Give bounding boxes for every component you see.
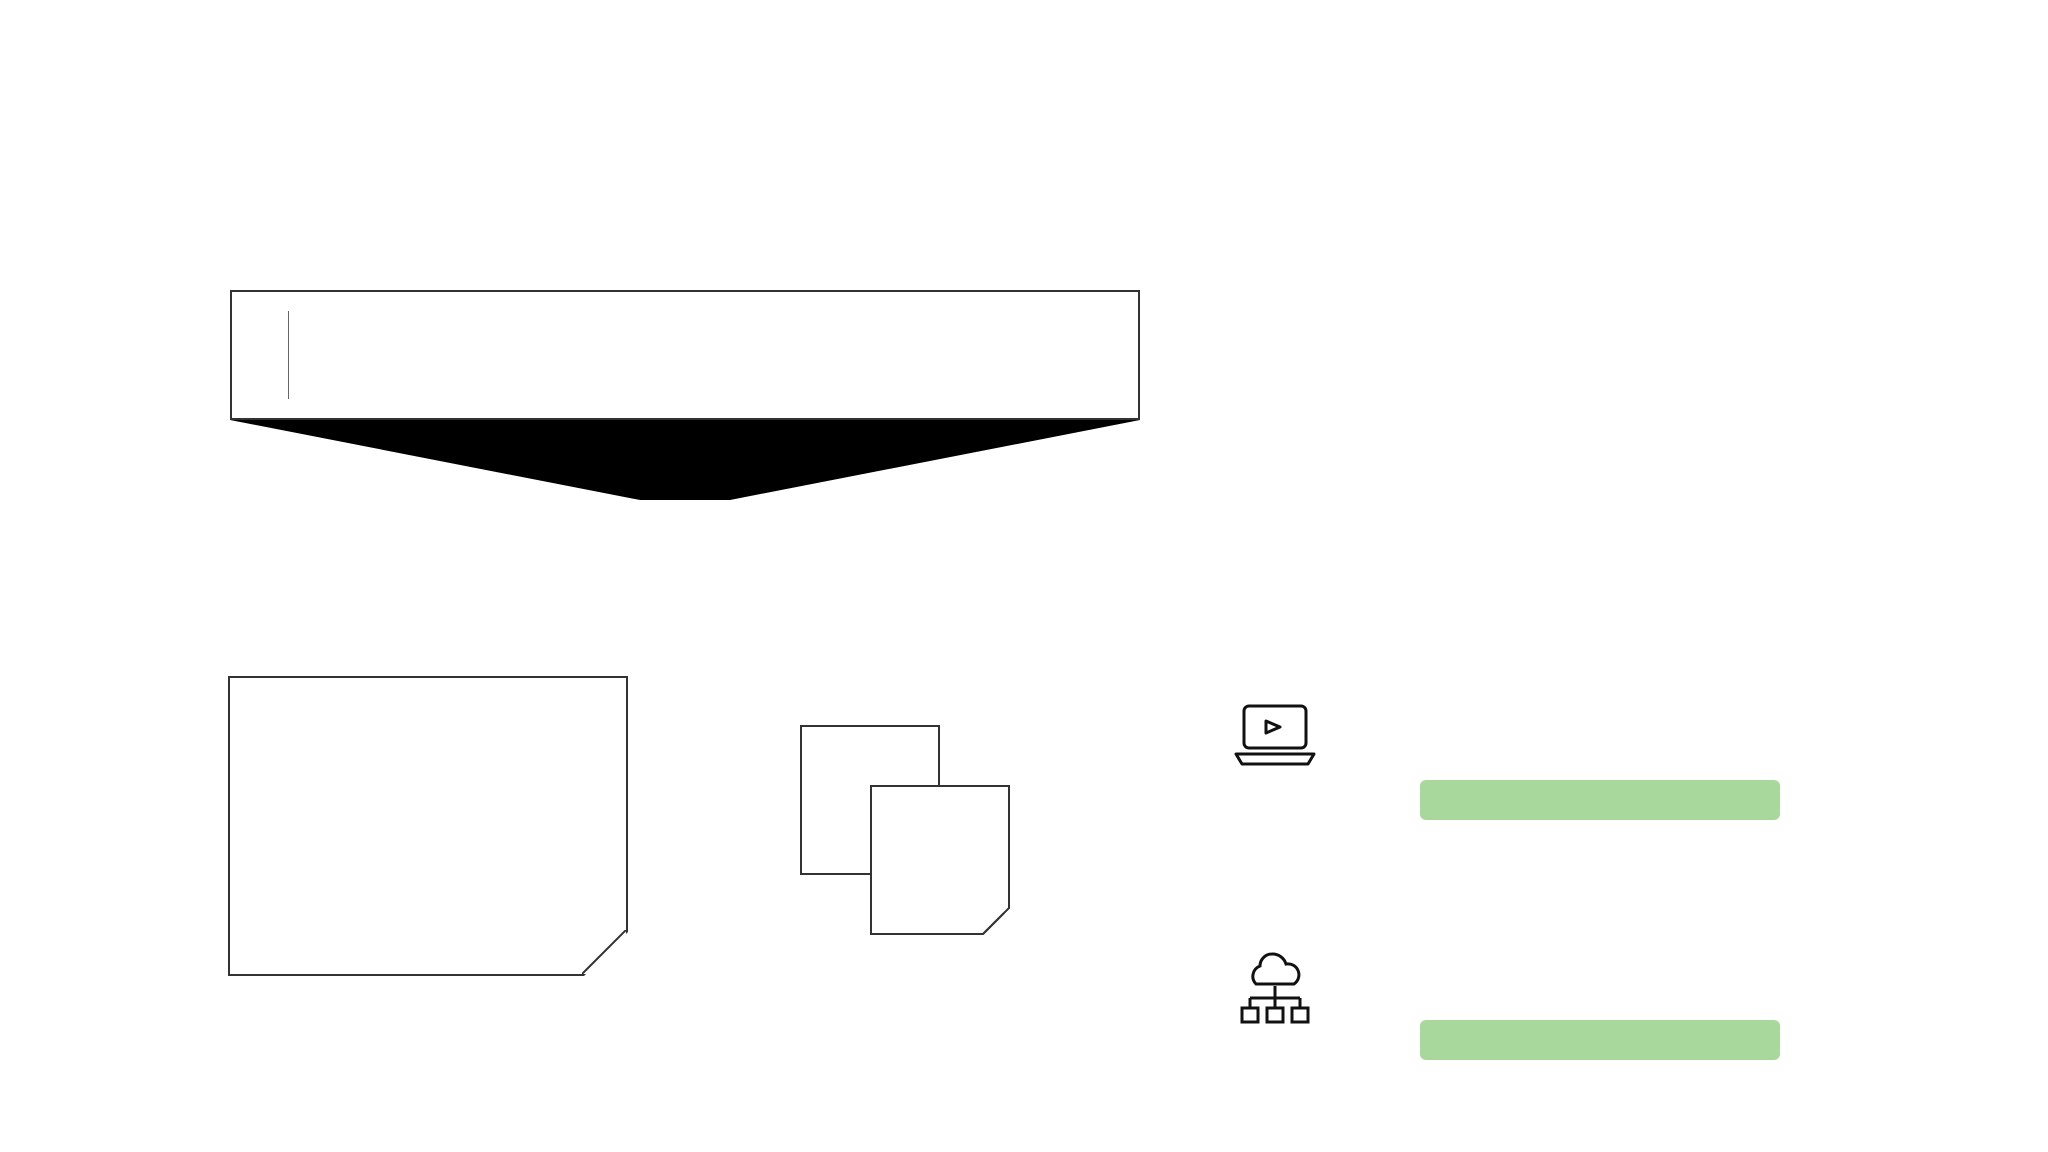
laptop-icon (1230, 700, 1320, 770)
cluster-icon (1230, 940, 1320, 1030)
tracking-bar-cluster (1420, 1020, 1780, 1060)
page-curl-icon (582, 930, 626, 974)
templates-box (230, 290, 1140, 420)
user-code-files (800, 685, 1050, 945)
file-icon-preprocess (870, 785, 1010, 935)
yaml-code-block (228, 676, 628, 976)
page-title (0, 40, 2048, 58)
pipeline-flow-laptop (1420, 640, 1820, 780)
funnel-arrow-icon (230, 420, 1140, 510)
tracking-bar-laptop (1420, 780, 1780, 820)
pipeline-flow-cluster (1420, 880, 1820, 1020)
templates-title (260, 311, 289, 399)
env-laptop (1230, 700, 1320, 778)
env-cluster (1230, 940, 1320, 1038)
